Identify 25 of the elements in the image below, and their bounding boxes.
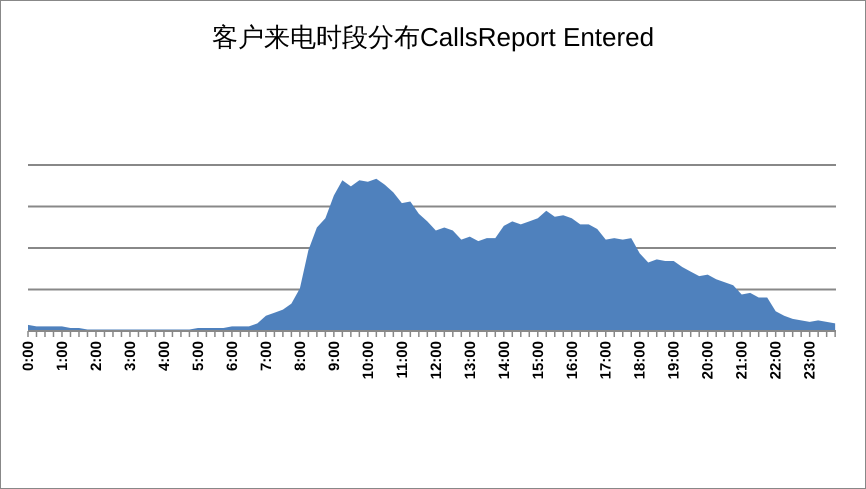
- x-tick-label: 18:00: [632, 341, 649, 380]
- x-tick-label: 11:00: [394, 341, 411, 379]
- x-tick-label: 13:00: [462, 341, 479, 380]
- x-tick-label: 9:00: [326, 341, 343, 372]
- x-tick-label: 8:00: [292, 341, 309, 372]
- x-tick-label: 5:00: [190, 341, 207, 372]
- x-tick-label: 16:00: [564, 341, 581, 380]
- x-tick-label: 23:00: [802, 341, 819, 380]
- x-tick-label: 20:00: [700, 341, 717, 380]
- x-tick-label: 22:00: [768, 341, 785, 380]
- chart-title: 客户来电时段分布CallsReport Entered: [212, 22, 654, 52]
- x-tick-label: 10:00: [360, 341, 377, 380]
- x-tick-label: 7:00: [258, 341, 275, 372]
- x-tick-label: 19:00: [666, 341, 683, 380]
- x-tick-label: 12:00: [428, 341, 445, 380]
- x-tick-label: 17:00: [598, 341, 615, 380]
- x-tick-label: 1:00: [54, 341, 71, 372]
- x-tick-label: 2:00: [88, 341, 105, 372]
- x-tick-label: 15:00: [530, 341, 547, 380]
- x-tick-label: 14:00: [496, 341, 513, 380]
- x-tick-label: 3:00: [122, 341, 139, 372]
- x-tick-label: 4:00: [156, 341, 173, 372]
- x-tick-label: 0:00: [20, 341, 37, 372]
- x-tick-label: 6:00: [224, 341, 241, 372]
- x-tick-label: 21:00: [734, 341, 751, 380]
